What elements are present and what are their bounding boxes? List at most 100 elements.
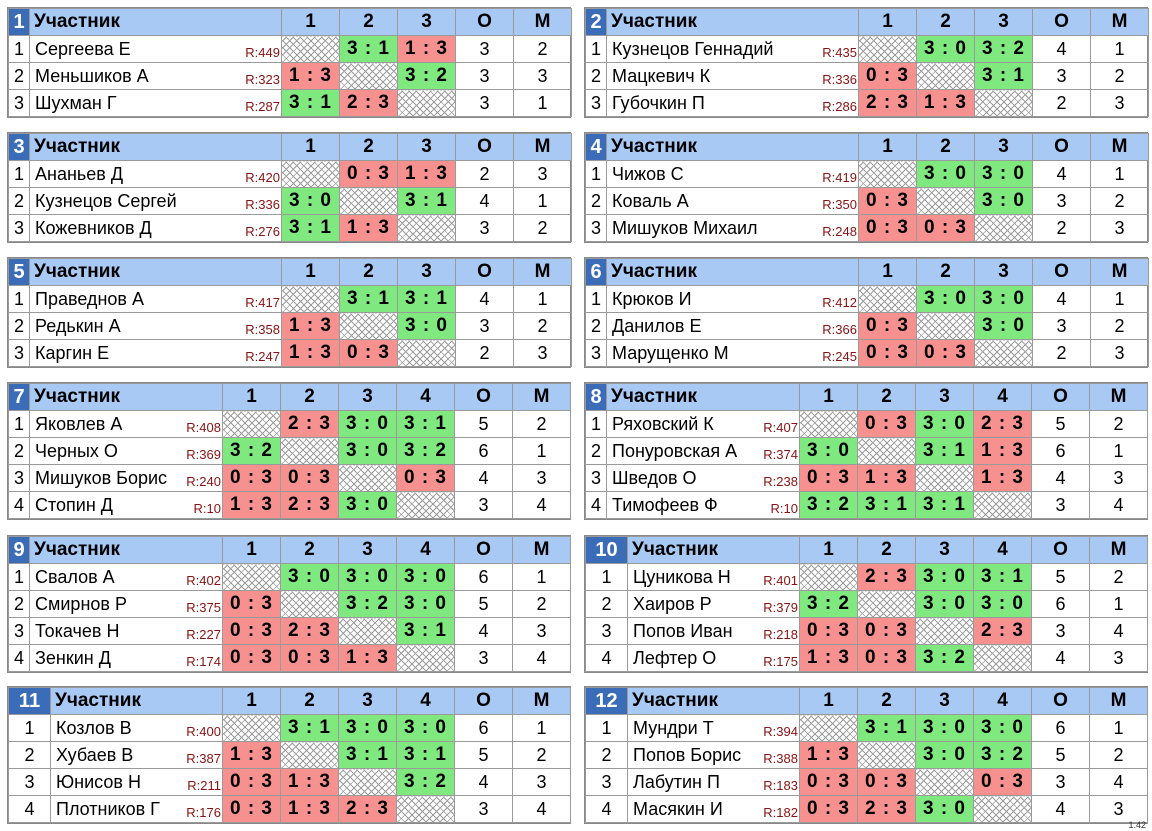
- player-rating: R:400: [185, 724, 221, 739]
- column-header: 1: [799, 383, 858, 411]
- player-cell: Праведнов А R:417: [29, 285, 282, 313]
- group-number: 7: [8, 383, 30, 411]
- points-cell: 4: [1031, 795, 1090, 823]
- score-cell: 0 : 3: [973, 768, 1032, 796]
- player-name: Меньшиков А: [35, 65, 149, 86]
- place-header: М: [1089, 687, 1148, 715]
- points-cell: 2: [1032, 214, 1091, 242]
- score-cell: 1 : 3: [280, 768, 339, 796]
- points-cell: 3: [455, 214, 514, 242]
- column-header: 3: [397, 8, 456, 36]
- player-name: Шухман Г: [35, 92, 117, 113]
- self-match-cell: [973, 644, 1032, 672]
- player-rating: R:417: [244, 295, 280, 310]
- row-number: 2: [8, 590, 30, 618]
- player-rating: R:420: [244, 170, 280, 185]
- row-number: 3: [585, 768, 628, 796]
- score-cell: 0 : 3: [858, 312, 917, 340]
- points-cell: 4: [1031, 464, 1090, 492]
- player-name: Мундри Т: [633, 717, 714, 738]
- row-number: 4: [585, 491, 607, 519]
- player-rating: R:394: [762, 724, 798, 739]
- player-rating: R:240: [185, 474, 221, 489]
- column-header: 3: [338, 383, 397, 411]
- row-number: 3: [585, 339, 607, 367]
- score-cell: 0 : 3: [857, 768, 916, 796]
- player-cell: Смирнов Р R:375: [29, 590, 223, 618]
- place-cell: 2: [512, 410, 571, 438]
- self-match-cell: [339, 62, 398, 90]
- points-cell: 3: [1031, 768, 1090, 796]
- place-header: М: [1090, 133, 1149, 161]
- points-header: О: [455, 133, 514, 161]
- score-cell: 3 : 1: [915, 437, 974, 465]
- player-rating: R:419: [821, 170, 857, 185]
- place-cell: 1: [1089, 590, 1148, 618]
- player-name: Смирнов Р: [35, 593, 127, 614]
- self-match-cell: [338, 464, 397, 492]
- score-cell: 3 : 1: [974, 62, 1033, 90]
- column-header: 1: [799, 687, 858, 715]
- score-cell: 1 : 3: [799, 644, 858, 672]
- place-header: М: [1090, 8, 1149, 36]
- player-name: Цуникова Н: [633, 566, 731, 587]
- player-name: Коваль А: [612, 190, 689, 211]
- row-number: 1: [585, 285, 607, 313]
- points-cell: 3: [1031, 617, 1090, 645]
- points-cell: 4: [1032, 160, 1091, 188]
- player-cell: Кузнецов Сергей R:336: [29, 187, 282, 215]
- score-cell: 1 : 3: [338, 644, 397, 672]
- score-cell: 3 : 0: [915, 795, 974, 823]
- place-cell: 2: [512, 590, 571, 618]
- player-rating: R:10: [769, 501, 798, 516]
- score-cell: 2 : 3: [339, 89, 398, 117]
- score-cell: 1 : 3: [281, 312, 340, 340]
- place-cell: 1: [1090, 285, 1149, 313]
- score-cell: 0 : 3: [857, 410, 916, 438]
- place-cell: 4: [512, 795, 571, 823]
- points-cell: 4: [1032, 35, 1091, 63]
- self-match-cell: [339, 187, 398, 215]
- place-cell: 4: [512, 491, 571, 519]
- score-cell: 0 : 3: [222, 795, 281, 823]
- score-cell: 1 : 3: [222, 491, 281, 519]
- self-match-cell: [799, 714, 858, 742]
- self-match-cell: [397, 89, 456, 117]
- self-match-cell: [280, 741, 339, 769]
- score-cell: 3 : 1: [397, 187, 456, 215]
- score-cell: 3 : 0: [915, 590, 974, 618]
- score-cell: 2 : 3: [280, 617, 339, 645]
- column-header: 3: [974, 258, 1033, 286]
- player-rating: R:183: [762, 778, 798, 793]
- player-rating: R:366: [821, 322, 857, 337]
- player-name: Масякин И: [633, 798, 723, 819]
- player-cell: Свалов А R:402: [29, 563, 223, 591]
- player-name: Ряховский К: [612, 413, 714, 434]
- score-cell: 3 : 0: [915, 714, 974, 742]
- score-cell: 1 : 3: [222, 741, 281, 769]
- score-cell: 1 : 3: [973, 464, 1032, 492]
- place-cell: 4: [1089, 768, 1148, 796]
- score-cell: 3 : 1: [339, 285, 398, 313]
- player-rating: R:388: [762, 751, 798, 766]
- points-header: О: [454, 536, 513, 564]
- score-cell: 3 : 0: [916, 35, 975, 63]
- place-cell: 1: [512, 437, 571, 465]
- column-header: 3: [397, 133, 456, 161]
- participant-header: Участник: [50, 687, 223, 715]
- participant-header: Участник: [606, 258, 859, 286]
- score-cell: 1 : 3: [280, 795, 339, 823]
